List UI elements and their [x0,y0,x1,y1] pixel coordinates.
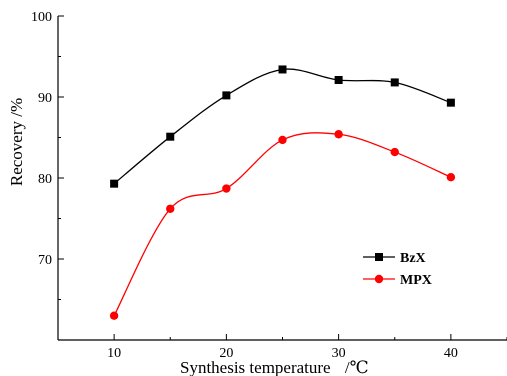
y-tick-label: 90 [38,91,52,106]
series-mpx [109,130,456,320]
x-tick-label: 20 [219,346,233,361]
y-tick-label: 70 [38,253,52,268]
data-point-bzx [110,179,119,188]
x-axis-title: Synthesis temperature /℃ [180,358,369,376]
legend: BzX MPX [363,251,432,288]
data-point-mpx [446,172,456,182]
y-tick-label: 80 [38,172,52,187]
tick-marks: 10 20 30 40 70 80 90 100 [31,10,507,361]
data-point-mpx [166,204,175,213]
data-point-bzx [222,91,231,100]
x-tick-label: 30 [332,346,346,361]
data-point-mpx [334,130,343,139]
data-series [109,65,456,320]
y-axis-title: Recovery /% [7,98,26,186]
data-point-bzx [334,75,343,84]
data-point-mpx [390,147,399,157]
legend-label-bzx: BzX [400,251,426,266]
legend-label-mpx: MPX [400,273,432,288]
x-axis-title-text: Synthesis temperature [180,358,331,376]
data-point-mpx [278,135,287,145]
legend-marker-mpx [374,274,384,284]
y-tick-label: 100 [31,10,52,25]
data-point-bzx [278,65,287,74]
data-point-mpx [109,311,119,320]
legend-entry-mpx: MPX [363,273,432,288]
data-point-bzx [446,98,455,107]
series-bzx [110,65,455,188]
x-axis-title-unit: /℃ [345,358,369,376]
data-point-bzx [166,132,175,141]
series-line-bzx [113,68,452,185]
x-tick-label: 40 [444,346,458,361]
legend-marker-bzx [375,253,383,261]
data-point-bzx [390,78,399,87]
x-tick-label: 10 [107,346,121,361]
series-line-mpx [113,132,452,317]
data-point-mpx [222,184,231,193]
legend-entry-bzx: BzX [363,251,426,266]
